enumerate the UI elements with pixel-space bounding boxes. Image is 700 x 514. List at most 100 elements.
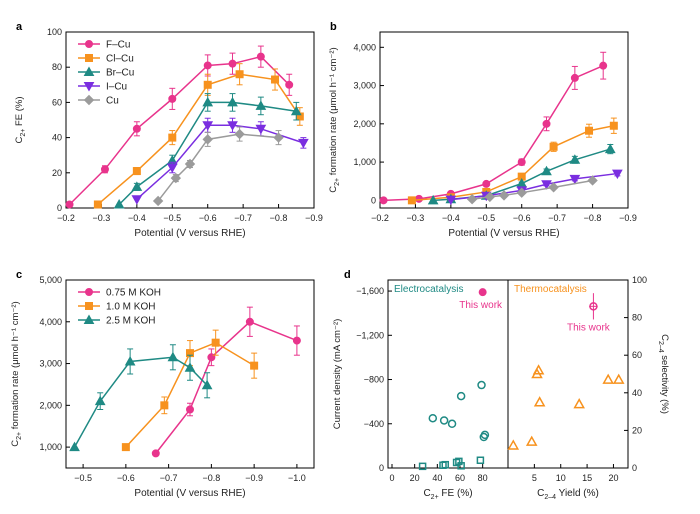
y-tick-label-right: 40 <box>632 388 642 398</box>
this-work-point <box>589 302 598 311</box>
panel-d: d0−400−800−1,200−1,600020406080100Curren… <box>332 269 670 501</box>
data-point <box>585 126 594 135</box>
series-line-4 <box>157 133 279 202</box>
y-tick-label-right: 20 <box>632 425 642 435</box>
data-point <box>604 143 616 154</box>
data-point <box>168 133 177 142</box>
x-tick-label: −0.9 <box>245 473 263 483</box>
data-point <box>250 361 259 370</box>
panel-a: a −0.2 −0.3 −0.4 −0.5 −0.6 −0.7 −0.8 −0.9 0 20 40 60… <box>14 21 323 239</box>
x-tick-label: 40 <box>432 473 442 483</box>
data-point <box>292 336 301 345</box>
data-point <box>445 195 457 206</box>
y-tick-label: 0 <box>57 203 62 213</box>
y-tick-label-right: 100 <box>632 275 647 285</box>
x-tick-label: 5 <box>532 473 537 483</box>
x-tick-label: −0.4 <box>442 213 460 223</box>
x-tick-label: −0.3 <box>407 213 425 223</box>
y-tick-label: 4,000 <box>39 317 62 327</box>
data-point <box>541 180 552 190</box>
data-point <box>121 443 130 452</box>
y-axis-label: C2+ formation rate (μmol h⁻¹ cm⁻²) <box>10 301 23 446</box>
x-tick-label: −0.8 <box>270 213 288 223</box>
panel-letter: c <box>16 269 22 281</box>
data-point <box>131 195 143 205</box>
data-point <box>255 100 267 110</box>
legend-marker <box>85 54 93 62</box>
series-line-0 <box>155 320 298 454</box>
this-work-label: This work <box>567 322 611 333</box>
legend-label: I–Cu <box>106 82 127 93</box>
y-axis-label-right-rest: selectivity (%) <box>659 353 670 414</box>
x-tick-label: −0.3 <box>93 213 111 223</box>
data-point <box>498 190 510 201</box>
x-tick-label: 10 <box>556 473 566 483</box>
data-point <box>542 119 551 128</box>
plot-frame <box>379 31 629 209</box>
legend-label: F–Cu <box>106 40 130 51</box>
x-tick-label: −0.5 <box>163 213 181 223</box>
data-point <box>203 61 212 70</box>
data-point <box>203 80 212 89</box>
data-point <box>234 128 245 140</box>
data-point <box>256 52 265 61</box>
y-axis-label-main: C <box>14 137 25 144</box>
series-line-1 <box>411 125 614 202</box>
data-point <box>202 121 214 131</box>
data-point <box>273 132 284 143</box>
y-tick-label: −1,200 <box>356 330 384 340</box>
data-point <box>132 124 141 133</box>
data-point <box>609 121 618 130</box>
data-point <box>517 158 526 167</box>
y-axis-label-main: C <box>328 186 339 193</box>
thermo-point <box>507 439 520 450</box>
data-point <box>93 200 102 209</box>
thermo-point <box>612 373 625 384</box>
y-tick-label: 1,000 <box>39 442 62 452</box>
electro-point-square <box>476 456 485 465</box>
data-point <box>548 182 559 193</box>
data-point <box>569 174 581 185</box>
data-point <box>152 195 164 207</box>
legend-marker <box>85 40 93 48</box>
thermo-point <box>525 435 538 446</box>
data-point <box>168 94 177 103</box>
data-point <box>151 449 160 458</box>
y-tick-label-right: 80 <box>632 313 642 323</box>
data-point <box>516 187 527 198</box>
panel-c: c −0.5 −0.6 −0.7 −0.8 −0.9 −1.0 1,000 2,000 3,000… <box>10 269 315 499</box>
x-tick-label: −0.5 <box>477 213 495 223</box>
x-axis-label: Potential (V versus RHE) <box>448 228 559 239</box>
y-axis-label-rest: formation rate (μmol h⁻¹ cm⁻²) <box>328 47 339 178</box>
data-point <box>599 61 608 70</box>
y-axis-label-main: C <box>10 440 21 447</box>
x-axis-label-left-main: C <box>423 488 430 499</box>
x-tick-label: −0.6 <box>199 213 217 223</box>
y-tick-label: 3,000 <box>353 81 376 91</box>
legend-marker <box>83 82 95 92</box>
y-axis-label-right-sub: 2–4 <box>657 341 664 353</box>
y-tick-label: 40 <box>52 133 62 143</box>
x-axis-label-left-rest: FE (%) <box>439 488 473 499</box>
data-point <box>167 351 179 362</box>
x-tick-label: −0.8 <box>584 213 602 223</box>
y-axis-label-rest: FE (%) <box>14 96 25 128</box>
data-point <box>466 193 478 205</box>
series-line-0 <box>383 64 604 202</box>
electro-point-circle <box>480 430 490 440</box>
x-tick-label: −0.7 <box>548 213 566 223</box>
series-line-0 <box>69 55 290 206</box>
electro-point-square <box>457 462 465 470</box>
x-tick-label: −0.9 <box>305 213 323 223</box>
legend-marker <box>83 66 95 76</box>
legend-marker <box>83 94 95 106</box>
x-axis-label-right-rest: Yield (%) <box>556 488 599 499</box>
electro-point-circle <box>447 419 457 429</box>
plot-frame <box>65 279 315 469</box>
data-point <box>184 362 196 372</box>
y-tick-label: 20 <box>52 168 62 178</box>
x-tick-label: 60 <box>455 473 465 483</box>
data-point <box>569 154 581 164</box>
y-axis-label: C2+ formation rate (μmol h⁻¹ cm⁻²) <box>328 47 341 192</box>
panel-letter: a <box>16 21 23 33</box>
